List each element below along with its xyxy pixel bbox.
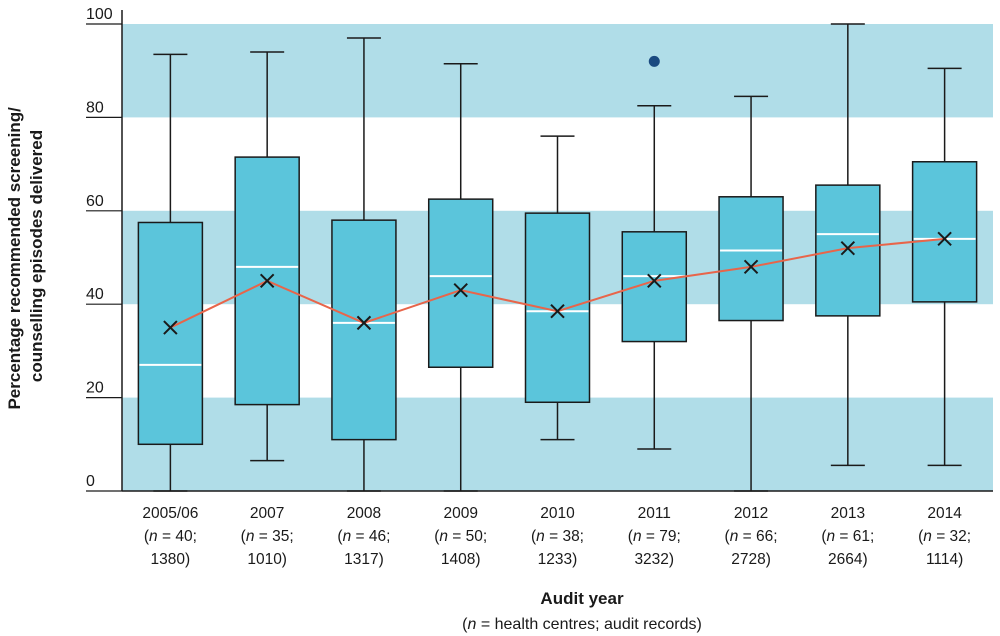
iqr-box — [718, 196, 784, 322]
y-axis: 0 20 40 60 80 100 — [86, 6, 993, 492]
x-tick-centres: (n = 50; — [434, 528, 487, 545]
x-category-label: 2008 (n = 46; 1317) — [337, 505, 390, 568]
box-2007 — [234, 51, 300, 462]
x-axis-note-prefix: ( — [462, 616, 468, 633]
x-axis-note-rest: = health centres; audit records) — [476, 616, 701, 633]
x-tick-year: 2013 — [831, 505, 865, 522]
x-tick-records: 1114) — [926, 551, 963, 568]
y-tick-label: 60 — [86, 193, 104, 210]
y-tick-label: 80 — [86, 99, 104, 116]
x-tick-records: 1408) — [441, 551, 481, 568]
x-tick-centres: (n = 32; — [918, 528, 971, 545]
x-category-label: 2011 (n = 79; 3232) — [628, 505, 681, 568]
x-axis-note: (n = health centres; audit records) — [462, 616, 702, 633]
mean-marker-2005/06 — [163, 320, 178, 335]
y-axis-title-line2: counselling episodes delivered — [27, 130, 46, 382]
outlier-point — [648, 55, 660, 67]
mean-marker-2012 — [743, 259, 759, 275]
box-2008 — [331, 37, 397, 492]
y-tick-label: 0 — [86, 473, 95, 490]
box-2009 — [427, 62, 494, 492]
box-2012 — [718, 95, 784, 492]
y-tick-label: 20 — [86, 380, 104, 397]
y-axis-title-line1: Percentage recommended screening/ — [5, 107, 24, 410]
mean-marker-2010 — [550, 303, 565, 319]
x-category-label: 2007 (n = 35; 1010) — [241, 505, 294, 568]
x-tick-year: 2005/06 — [142, 505, 198, 522]
box-2013 — [815, 23, 881, 467]
x-category-label: 2005/06 (n = 40; 1380) — [142, 505, 198, 568]
x-tick-year: 2012 — [734, 505, 768, 522]
iqr-box — [621, 231, 688, 343]
x-tick-records: 2728) — [731, 551, 771, 568]
x-tick-centres: (n = 35; — [241, 528, 294, 545]
x-category-label: 2013 (n = 61; 2664) — [821, 505, 874, 568]
iqr-box — [524, 212, 591, 404]
mean-marker-2014 — [937, 231, 952, 247]
x-tick-year: 2011 — [638, 505, 671, 522]
x-tick-records: 1233) — [538, 551, 578, 568]
x-tick-centres: (n = 46; — [337, 528, 390, 545]
box-2010 — [524, 135, 591, 441]
box-2005/06 — [137, 53, 204, 492]
band-2 — [122, 24, 993, 118]
x-tick-records: 3232) — [634, 551, 674, 568]
iqr-box — [137, 221, 204, 446]
x-tick-centres: (n = 40; — [144, 528, 197, 545]
x-tick-year: 2008 — [347, 505, 381, 522]
y-tick-label: 40 — [86, 286, 104, 303]
y-axis-title: Percentage recommended screening/ counse… — [5, 102, 46, 409]
x-tick-records: 2664) — [828, 551, 868, 568]
x-tick-records: 1317) — [344, 551, 384, 568]
x-tick-year: 2010 — [540, 505, 575, 522]
x-tick-year: 2007 — [250, 505, 284, 522]
x-tick-records: 1010) — [247, 551, 287, 568]
x-category-label: 2009 (n = 50; 1408) — [434, 505, 487, 568]
x-tick-centres: (n = 61; — [821, 528, 874, 545]
x-axis-title: Audit year — [540, 589, 624, 608]
iqr-box — [815, 184, 881, 317]
mean-trend — [163, 231, 952, 335]
iqr-box — [427, 198, 494, 368]
x-category-label: 2014 (n = 32; 1114) — [918, 505, 971, 568]
iqr-box — [331, 219, 397, 441]
iqr-box — [911, 161, 978, 303]
x-tick-records: 1380) — [151, 551, 191, 568]
mean-marker-2011 — [647, 273, 662, 289]
x-tick-year: 2014 — [927, 505, 962, 522]
mean-marker-2013 — [840, 240, 856, 256]
x-tick-year: 2009 — [443, 505, 477, 522]
mean-marker-2007 — [259, 273, 275, 289]
x-tick-centres: (n = 79; — [628, 528, 681, 545]
box-2014 — [911, 67, 978, 467]
mean-marker-2009 — [453, 282, 468, 298]
mean-marker-2008 — [356, 315, 372, 331]
y-tick-label: 100 — [86, 6, 113, 23]
x-axis-labels: 2005/06 (n = 40; 1380)2007 (n = 35; 1010)200… — [142, 505, 971, 568]
x-tick-centres: (n = 38; — [531, 528, 584, 545]
x-category-label: 2010 (n = 38; 1233) — [531, 505, 584, 568]
x-axis-note-n: n — [467, 616, 476, 633]
x-tick-centres: (n = 66; — [725, 528, 778, 545]
x-category-label: 2012 (n = 66; 2728) — [725, 505, 778, 568]
